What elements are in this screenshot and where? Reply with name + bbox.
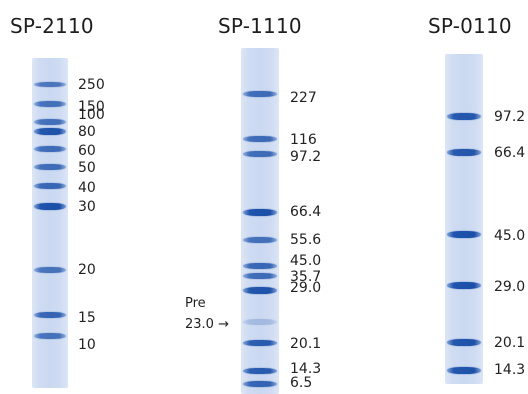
gel-band: [447, 230, 481, 238]
gel-band: [243, 273, 277, 279]
gel-band: [34, 333, 66, 339]
gel-band: [447, 281, 481, 289]
marker-weight-label: 66.4: [494, 145, 526, 161]
gel-band: [243, 151, 277, 157]
marker-weight-label: 20.1: [494, 335, 526, 351]
gel-band: [243, 136, 277, 142]
gel-band: [447, 338, 481, 346]
gel-band: [34, 202, 66, 210]
gel-band: [34, 146, 66, 152]
gel-lane: [32, 58, 68, 388]
gel-band: [34, 164, 66, 170]
marker-weight-label: 14.3: [290, 361, 322, 377]
marker-weight-label: 40: [78, 180, 96, 196]
gel-band: [447, 148, 481, 156]
gel-band: [447, 366, 481, 374]
gel-band: [243, 340, 277, 346]
gel-band: [34, 312, 66, 318]
marker-weight-label: 15: [78, 310, 96, 326]
gel-band: [243, 91, 277, 97]
marker-weight-label: 45.0: [494, 228, 526, 244]
marker-weight-label: 6.5: [290, 375, 313, 391]
gel-band: [34, 101, 66, 107]
gel-band: [447, 112, 481, 120]
prestained-label: Pre: [185, 296, 206, 311]
marker-weight-label: 100: [78, 107, 105, 123]
marker-weight-label: 14.3: [494, 362, 526, 378]
marker-weight-label: 66.4: [290, 204, 322, 220]
marker-weight-label: 29.0: [494, 279, 526, 295]
marker-weight-label: 116: [290, 132, 317, 148]
gel-band: [34, 267, 66, 273]
prestained-marker-arrow: 23.0 →: [185, 317, 229, 332]
marker-weight-label: 150: [78, 99, 105, 115]
gel-band: [243, 368, 277, 374]
gel-title: SP-2110: [10, 14, 94, 38]
marker-weight-label: 20: [78, 262, 96, 278]
marker-weight-label: 97.2: [290, 149, 322, 165]
gel-band: [34, 81, 66, 87]
gel-band: [243, 237, 277, 243]
gel-band: [243, 263, 277, 269]
marker-weight-label: 20.1: [290, 336, 322, 352]
gel-band: [34, 127, 66, 135]
marker-weight-label: 227: [290, 90, 317, 106]
marker-weight-label: 35.7: [290, 269, 322, 285]
marker-weight-label: 30: [78, 199, 96, 215]
gel-band: [243, 208, 277, 216]
gel-band: [34, 183, 66, 189]
marker-weight-label: 60: [78, 143, 96, 159]
marker-weight-label: 29.0: [290, 280, 322, 296]
gel-band: [243, 381, 277, 387]
marker-weight-label: 50: [78, 160, 96, 176]
marker-weight-label: 10: [78, 337, 96, 353]
prestained-band: [243, 319, 277, 325]
gel-title: SP-0110: [428, 14, 512, 38]
marker-weight-label: 250: [78, 77, 105, 93]
marker-weight-label: 55.6: [290, 232, 322, 248]
marker-weight-label: 80: [78, 124, 96, 140]
gel-band: [243, 286, 277, 294]
gel-band: [34, 119, 66, 125]
gel-lane: [241, 48, 279, 394]
gel-title: SP-1110: [218, 14, 302, 38]
marker-weight-label: 45.0: [290, 253, 322, 269]
marker-weight-label: 97.2: [494, 109, 526, 125]
gel-lane: [445, 54, 483, 384]
